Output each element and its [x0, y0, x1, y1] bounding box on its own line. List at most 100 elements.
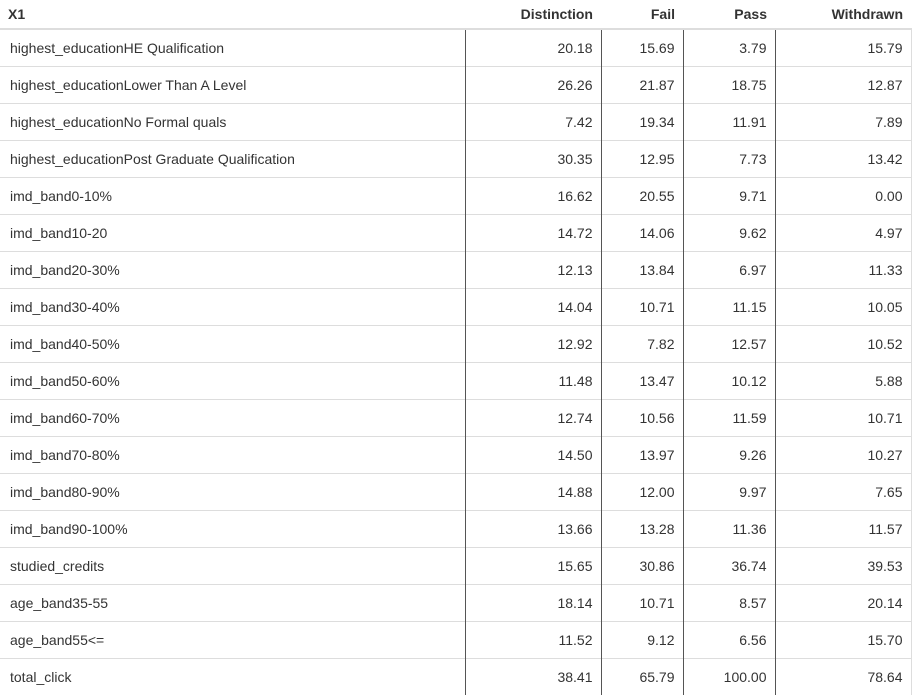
table-row: imd_band60-70% 12.74 10.56 11.59 10.71: [0, 399, 912, 437]
cell-variable: highest_educationPost Graduate Qualifica…: [0, 140, 466, 178]
cell-withdrawn: 11.33: [775, 251, 912, 289]
column-header-pass[interactable]: Pass: [683, 0, 775, 30]
cell-variable: imd_band0-10%: [0, 177, 466, 215]
cell-variable: highest_educationLower Than A Level: [0, 66, 466, 104]
table-row: imd_band30-40% 14.04 10.71 11.15 10.05: [0, 288, 912, 326]
cell-variable: imd_band50-60%: [0, 362, 466, 400]
cell-fail: 13.97: [601, 436, 684, 474]
cell-distinction: 14.04: [465, 288, 602, 326]
cell-variable: imd_band90-100%: [0, 510, 466, 548]
cell-distinction: 20.18: [465, 29, 602, 67]
table-row: studied_credits 15.65 30.86 36.74 39.53: [0, 547, 912, 585]
cell-fail: 10.71: [601, 584, 684, 622]
cell-withdrawn: 15.79: [775, 29, 912, 67]
cell-fail: 7.82: [601, 325, 684, 363]
cell-withdrawn: 15.70: [775, 621, 912, 659]
cell-variable: age_band55<=: [0, 621, 466, 659]
cell-pass: 8.57: [683, 584, 776, 622]
cell-distinction: 26.26: [465, 66, 602, 104]
cell-variable: imd_band80-90%: [0, 473, 466, 511]
cell-withdrawn: 10.05: [775, 288, 912, 326]
table-row: highest_educationLower Than A Level 26.26…: [0, 66, 912, 104]
cell-variable: highest_educationHE Qualification: [0, 29, 466, 67]
table-row: imd_band80-90% 14.88 12.00 9.97 7.65: [0, 473, 912, 511]
cell-variable: studied_credits: [0, 547, 466, 585]
cell-variable: imd_band70-80%: [0, 436, 466, 474]
cell-fail: 13.84: [601, 251, 684, 289]
cell-fail: 15.69: [601, 29, 684, 67]
table-row: total_click 38.41 65.79 100.00 78.64: [0, 658, 912, 695]
cell-fail: 65.79: [601, 658, 684, 695]
cell-pass: 11.15: [683, 288, 776, 326]
cell-distinction: 12.74: [465, 399, 602, 437]
cell-withdrawn: 4.97: [775, 214, 912, 252]
cell-withdrawn: 10.71: [775, 399, 912, 437]
cell-distinction: 13.66: [465, 510, 602, 548]
cell-pass: 3.79: [683, 29, 776, 67]
column-header-x1[interactable]: X1: [0, 0, 465, 30]
cell-fail: 12.00: [601, 473, 684, 511]
cell-pass: 6.56: [683, 621, 776, 659]
table-row: age_band55<= 11.52 9.12 6.56 15.70: [0, 621, 912, 659]
cell-pass: 100.00: [683, 658, 776, 695]
cell-fail: 10.56: [601, 399, 684, 437]
cell-fail: 19.34: [601, 103, 684, 141]
cell-fail: 30.86: [601, 547, 684, 585]
cell-variable: highest_educationNo Formal quals: [0, 103, 466, 141]
table-row: age_band35-55 18.14 10.71 8.57 20.14: [0, 584, 912, 622]
cell-variable: imd_band40-50%: [0, 325, 466, 363]
cell-withdrawn: 12.87: [775, 66, 912, 104]
cell-pass: 9.97: [683, 473, 776, 511]
table-row: highest_educationNo Formal quals 7.42 19.3…: [0, 103, 912, 141]
cell-distinction: 18.14: [465, 584, 602, 622]
cell-distinction: 12.13: [465, 251, 602, 289]
cell-distinction: 14.50: [465, 436, 602, 474]
cell-withdrawn: 7.65: [775, 473, 912, 511]
cell-pass: 7.73: [683, 140, 776, 178]
table-row: imd_band40-50% 12.92 7.82 12.57 10.52: [0, 325, 912, 363]
cell-fail: 13.28: [601, 510, 684, 548]
table-row: imd_band70-80% 14.50 13.97 9.26 10.27: [0, 436, 912, 474]
table-row: imd_band20-30% 12.13 13.84 6.97 11.33: [0, 251, 912, 289]
cell-fail: 20.55: [601, 177, 684, 215]
cell-pass: 11.36: [683, 510, 776, 548]
table-row: imd_band10-20 14.72 14.06 9.62 4.97: [0, 214, 912, 252]
table-header: X1 Distinction Fail Pass Withdrawn: [0, 0, 911, 30]
cell-pass: 9.62: [683, 214, 776, 252]
table-row: highest_educationHE Qualification 20.18 15…: [0, 29, 912, 67]
cell-pass: 18.75: [683, 66, 776, 104]
table-row: highest_educationPost Graduate Qualifica…: [0, 140, 912, 178]
cell-fail: 13.47: [601, 362, 684, 400]
cell-variable: imd_band30-40%: [0, 288, 466, 326]
table-row: imd_band50-60% 11.48 13.47 10.12 5.88: [0, 362, 912, 400]
table-row: imd_band90-100% 13.66 13.28 11.36 11.57: [0, 510, 912, 548]
cell-fail: 14.06: [601, 214, 684, 252]
cell-distinction: 7.42: [465, 103, 602, 141]
cell-withdrawn: 5.88: [775, 362, 912, 400]
cell-distinction: 15.65: [465, 547, 602, 585]
table-row: imd_band0-10% 16.62 20.55 9.71 0.00: [0, 177, 912, 215]
cell-distinction: 16.62: [465, 177, 602, 215]
cell-fail: 21.87: [601, 66, 684, 104]
cell-distinction: 14.88: [465, 473, 602, 511]
column-header-distinction[interactable]: Distinction: [465, 0, 601, 30]
cell-withdrawn: 11.57: [775, 510, 912, 548]
cell-distinction: 12.92: [465, 325, 602, 363]
cell-distinction: 38.41: [465, 658, 602, 695]
cell-withdrawn: 13.42: [775, 140, 912, 178]
column-header-fail[interactable]: Fail: [601, 0, 683, 30]
cell-withdrawn: 39.53: [775, 547, 912, 585]
cell-pass: 12.57: [683, 325, 776, 363]
cell-withdrawn: 0.00: [775, 177, 912, 215]
cell-variable: age_band35-55: [0, 584, 466, 622]
cell-withdrawn: 10.52: [775, 325, 912, 363]
cell-distinction: 11.52: [465, 621, 602, 659]
cell-pass: 11.59: [683, 399, 776, 437]
cell-fail: 9.12: [601, 621, 684, 659]
cell-variable: imd_band10-20: [0, 214, 466, 252]
cell-variable: total_click: [0, 658, 466, 695]
cell-withdrawn: 20.14: [775, 584, 912, 622]
column-header-withdrawn[interactable]: Withdrawn: [775, 0, 911, 30]
cell-fail: 10.71: [601, 288, 684, 326]
cell-variable: imd_band20-30%: [0, 251, 466, 289]
